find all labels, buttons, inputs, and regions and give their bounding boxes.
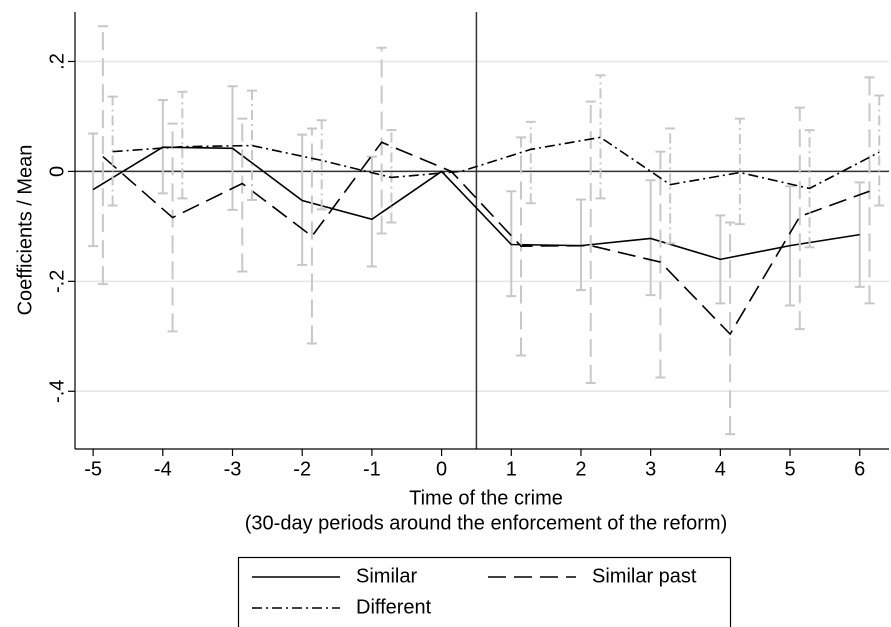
x-axis-sublabel: (30-day periods around the enforcement o… (245, 512, 727, 534)
error-bar (575, 198, 586, 292)
y-tick-label: 0 (46, 166, 68, 177)
error-bar (874, 94, 885, 207)
error-bar (665, 127, 676, 245)
error-bar (645, 179, 656, 297)
x-tick-label: 5 (784, 458, 795, 480)
error-bar (525, 120, 536, 205)
error-bar (725, 221, 736, 436)
error-bar (585, 100, 596, 385)
error-bar (366, 155, 377, 268)
error-bar (237, 117, 248, 273)
x-tick-label: -2 (293, 458, 311, 480)
error-bar (734, 117, 745, 226)
legend-box (237, 556, 732, 627)
error-bar (177, 90, 188, 200)
x-tick-label: -1 (363, 458, 381, 480)
y-tick-label: -.4 (46, 380, 68, 403)
legend-label: Similar past (592, 565, 697, 587)
x-tick-label: 3 (645, 458, 656, 480)
x-tick-label: 0 (436, 458, 447, 480)
error-bar (386, 129, 397, 224)
error-bar (88, 132, 99, 248)
y-axis-label: Coefficients / Mean (14, 145, 36, 316)
legend-label: Different (356, 596, 432, 618)
x-tick-label: -3 (224, 458, 242, 480)
x-tick-label: -4 (154, 458, 172, 480)
y-tick-label: .2 (46, 53, 68, 70)
error-bar (167, 122, 178, 333)
y-tick-label: -.2 (46, 270, 68, 293)
series-line (102, 141, 870, 336)
error-bar (97, 25, 108, 286)
x-tick-label: 6 (854, 458, 865, 480)
error-bar (595, 74, 606, 200)
error-bar (247, 89, 258, 201)
series-line (112, 136, 880, 190)
x-tick-label: -5 (84, 458, 102, 480)
error-bar (655, 150, 666, 379)
series-line (92, 146, 860, 261)
x-tick-label: 2 (575, 458, 586, 480)
error-bar (376, 46, 387, 235)
error-bar (316, 119, 327, 211)
error-bar (306, 127, 317, 345)
error-bar (794, 106, 805, 331)
x-tick-label: 1 (506, 458, 517, 480)
error-bar (804, 129, 815, 249)
x-axis-label: Time of the crime (409, 487, 563, 509)
x-tick-label: 4 (715, 458, 726, 480)
error-bar (864, 76, 875, 305)
legend-label: Similar (356, 565, 417, 587)
